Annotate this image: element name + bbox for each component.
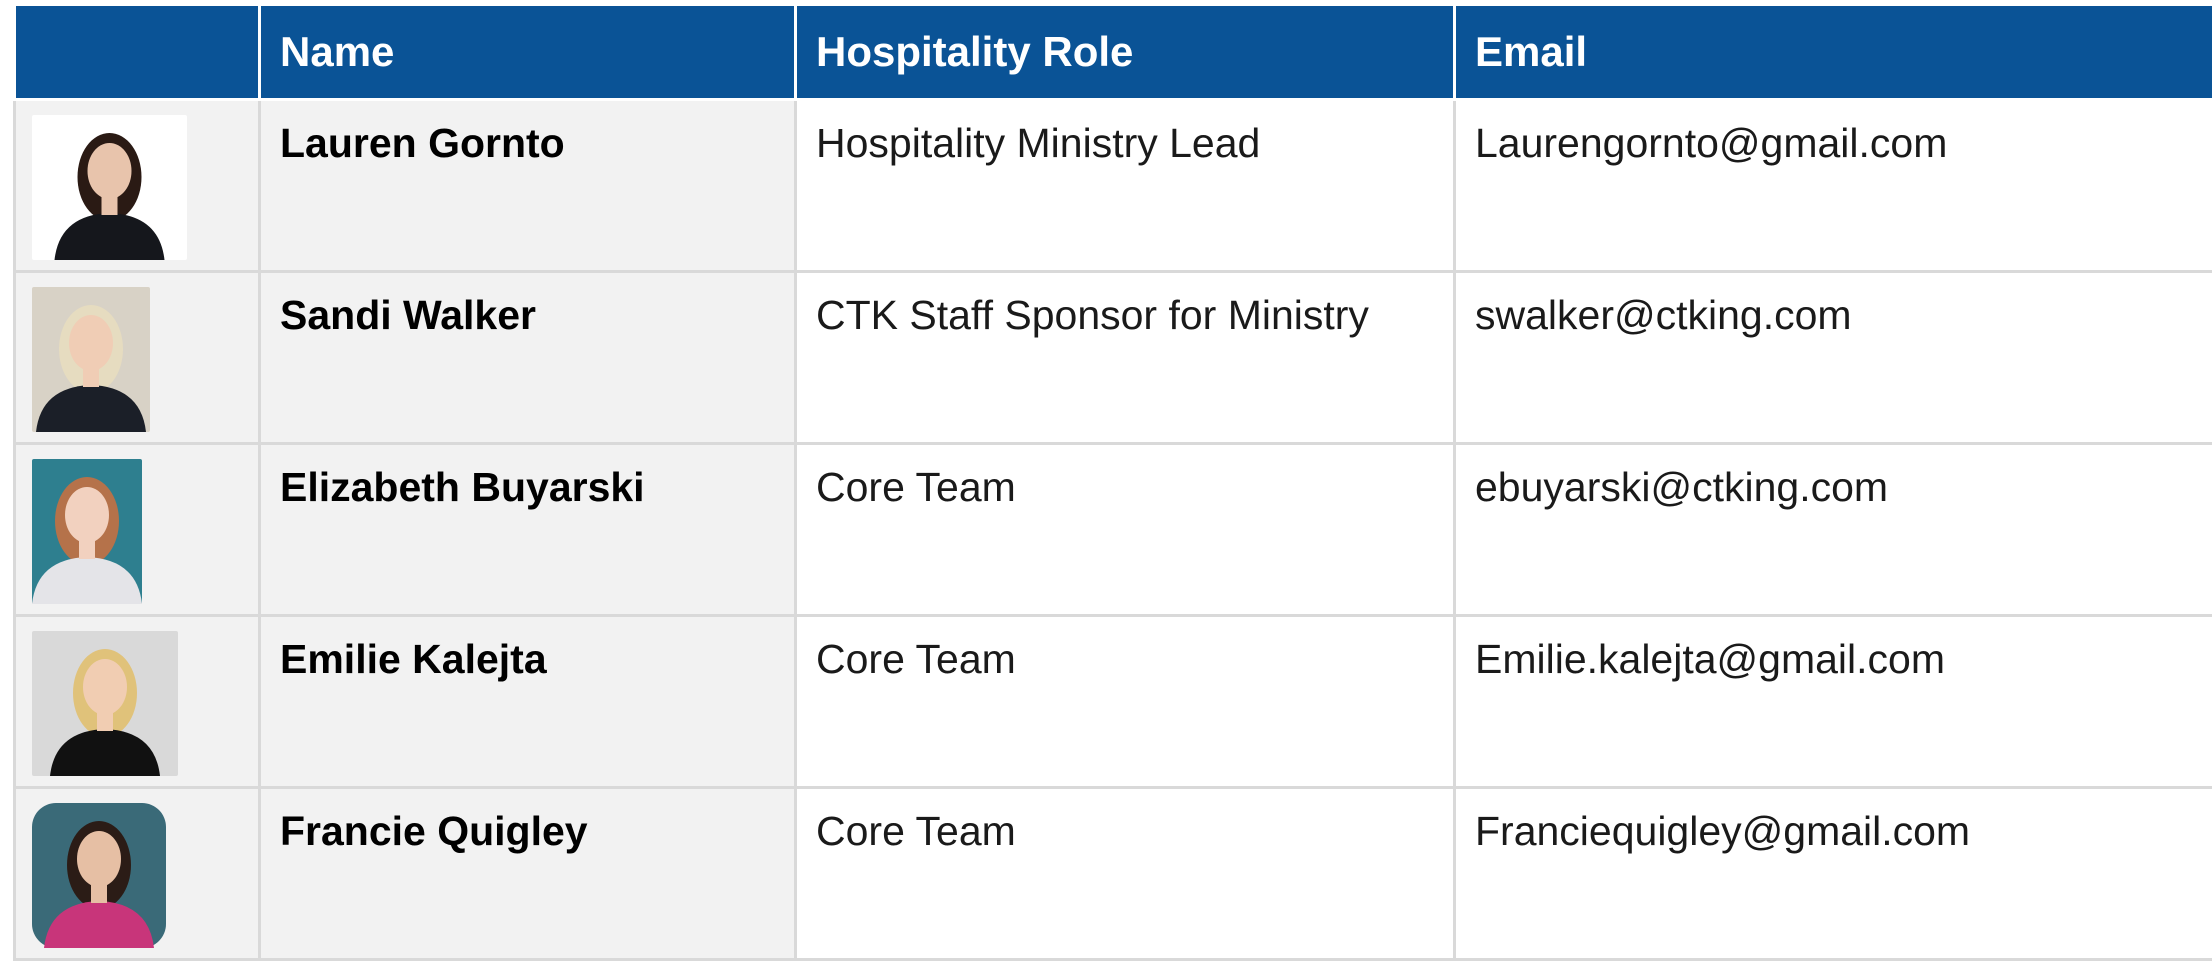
cell-text: Name (261, 28, 794, 76)
header-cell: Hospitality Role (796, 5, 1455, 100)
cell-text: Emilie.kalejta@gmail.com (1456, 617, 2212, 685)
photo (32, 631, 178, 776)
cell-text: Email (1456, 28, 2212, 76)
photo-cell (15, 272, 260, 444)
photo (32, 287, 150, 432)
email-cell: Franciequigley@gmail.com (1455, 788, 2212, 960)
role-cell: Core Team (796, 444, 1455, 616)
header-cell (15, 5, 260, 100)
name-cell: Francie Quigley (260, 788, 796, 960)
name-cell: Emilie Kalejta (260, 616, 796, 788)
photo-cell (15, 100, 260, 272)
role-cell: CTK Staff Sponsor for Ministry (796, 272, 1455, 444)
name-cell: Lauren Gornto (260, 100, 796, 272)
cell-text: Francie Quigley (261, 789, 794, 857)
cell-text: Laurengornto@gmail.com (1456, 101, 2212, 169)
email-cell: swalker@ctking.com (1455, 272, 2212, 444)
email-cell: Laurengornto@gmail.com (1455, 100, 2212, 272)
cell-text: Lauren Gornto (261, 101, 794, 169)
cell-text: swalker@ctking.com (1456, 273, 2212, 341)
photo-cell (15, 444, 260, 616)
email-cell: Emilie.kalejta@gmail.com (1455, 616, 2212, 788)
photo-cell (15, 788, 260, 960)
cell-text: Sandi Walker (261, 273, 794, 341)
cell-text: Core Team (797, 445, 1453, 513)
cell-text: Elizabeth Buyarski (261, 445, 794, 513)
photo (32, 115, 187, 260)
cell-text: Emilie Kalejta (261, 617, 794, 685)
photo-cell (15, 616, 260, 788)
role-cell: Core Team (796, 616, 1455, 788)
role-cell: Hospitality Ministry Lead (796, 100, 1455, 272)
name-cell: Elizabeth Buyarski (260, 444, 796, 616)
cell-text: ebuyarski@ctking.com (1456, 445, 2212, 513)
cell-text: Core Team (797, 617, 1453, 685)
photo (32, 459, 142, 604)
header-cell: Email (1455, 5, 2212, 100)
role-cell: Core Team (796, 788, 1455, 960)
cell-text: CTK Staff Sponsor for Ministry (797, 273, 1453, 341)
cell-text: Hospitality Role (797, 28, 1453, 76)
email-cell: ebuyarski@ctking.com (1455, 444, 2212, 616)
photo (32, 803, 166, 948)
cell-text: Hospitality Ministry Lead (797, 101, 1453, 169)
cell-text: Core Team (797, 789, 1453, 857)
header-cell: Name (260, 5, 796, 100)
cell-text: Franciequigley@gmail.com (1456, 789, 2212, 857)
name-cell: Sandi Walker (260, 272, 796, 444)
